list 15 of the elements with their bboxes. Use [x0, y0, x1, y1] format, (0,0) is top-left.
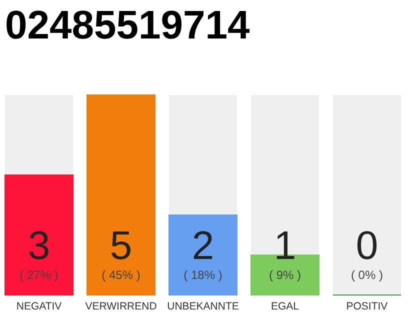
annotation: ( 0% ) [350, 268, 383, 282]
data-label: 2 [192, 224, 214, 268]
data-label: 0 [356, 224, 378, 268]
annotation: ( 18% ) [184, 268, 222, 282]
x-tick-label: EGAL [270, 300, 300, 312]
x-tick-label: UNBEKANNTE [167, 300, 239, 312]
chart-title: 02485519714 [5, 4, 250, 48]
x-tick-label: POSITIV [346, 300, 388, 312]
data-label: 5 [110, 224, 132, 268]
x-tick-label: NEGATIV [16, 300, 62, 312]
annotation: ( 27% ) [20, 268, 58, 282]
x-tick-label: VERWIRREND [85, 300, 158, 312]
annotation: ( 9% ) [268, 268, 301, 282]
data-label: 3 [28, 224, 50, 268]
annotation: ( 45% ) [102, 268, 140, 282]
